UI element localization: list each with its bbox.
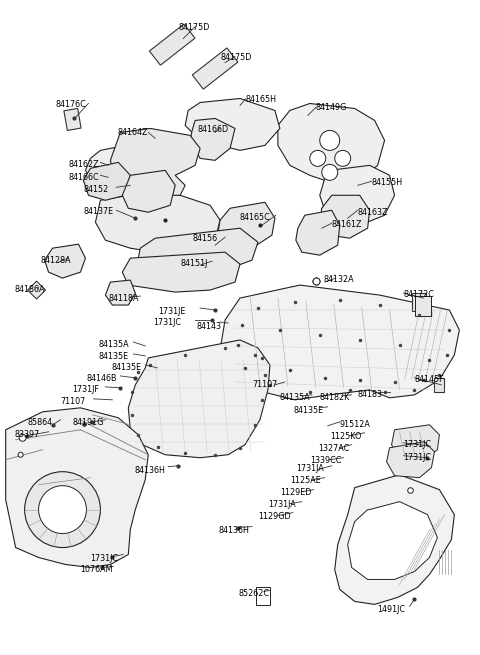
Text: 1731JC: 1731JC xyxy=(90,553,119,563)
Text: 1731JC: 1731JC xyxy=(404,453,432,462)
Polygon shape xyxy=(190,119,235,160)
Text: 1129ED: 1129ED xyxy=(280,488,311,496)
Text: 83397: 83397 xyxy=(15,430,40,439)
Polygon shape xyxy=(220,285,459,400)
Text: 84152: 84152 xyxy=(84,185,108,195)
Text: 84155H: 84155H xyxy=(372,178,403,187)
Polygon shape xyxy=(138,228,258,270)
Polygon shape xyxy=(106,280,135,305)
Text: 84135E: 84135E xyxy=(98,352,129,361)
Polygon shape xyxy=(45,244,85,278)
Text: 84191G: 84191G xyxy=(72,418,104,427)
Text: 85864: 85864 xyxy=(28,418,53,427)
Text: 84146B: 84146B xyxy=(86,374,117,383)
Text: 84161Z: 84161Z xyxy=(332,220,362,229)
Polygon shape xyxy=(122,252,240,292)
Text: 1125KO: 1125KO xyxy=(330,432,361,441)
Text: 84165H: 84165H xyxy=(246,96,277,105)
Polygon shape xyxy=(412,293,426,311)
Text: 84132A: 84132A xyxy=(324,275,354,284)
Text: 84166D: 84166D xyxy=(197,125,228,134)
Text: 1731JA: 1731JA xyxy=(268,500,296,509)
Circle shape xyxy=(310,151,326,166)
Text: 84172C: 84172C xyxy=(404,290,434,299)
Polygon shape xyxy=(320,195,370,238)
Circle shape xyxy=(18,452,23,457)
Text: 84176C: 84176C xyxy=(56,100,86,109)
Text: 84183: 84183 xyxy=(358,390,383,399)
Text: 1731JC: 1731JC xyxy=(153,318,181,327)
Polygon shape xyxy=(278,103,384,185)
Polygon shape xyxy=(296,210,340,255)
Text: 1731JC: 1731JC xyxy=(404,440,432,449)
Text: 1731JA: 1731JA xyxy=(296,464,324,473)
Text: 84162Z: 84162Z xyxy=(69,160,99,170)
Polygon shape xyxy=(110,128,200,195)
Text: 1731JE: 1731JE xyxy=(158,307,186,316)
Polygon shape xyxy=(434,378,444,392)
Text: 71107: 71107 xyxy=(252,380,277,389)
Text: 1339CC: 1339CC xyxy=(310,456,341,465)
Polygon shape xyxy=(386,441,434,477)
Text: 1731JF: 1731JF xyxy=(72,385,99,394)
Text: 1327AC: 1327AC xyxy=(318,443,349,453)
Polygon shape xyxy=(122,170,175,212)
Text: 84182K: 84182K xyxy=(320,393,350,402)
Circle shape xyxy=(322,164,338,180)
Circle shape xyxy=(24,472,100,548)
Circle shape xyxy=(19,434,26,441)
Polygon shape xyxy=(84,162,130,200)
Bar xyxy=(256,588,270,605)
Text: 84151J: 84151J xyxy=(180,259,207,268)
Polygon shape xyxy=(192,48,238,89)
Text: 84137E: 84137E xyxy=(84,207,114,216)
Polygon shape xyxy=(335,475,455,605)
Text: 1076AM: 1076AM xyxy=(81,565,113,574)
Polygon shape xyxy=(392,425,439,460)
Text: 84135E: 84135E xyxy=(294,406,324,415)
Text: 84118A: 84118A xyxy=(108,294,139,303)
Text: 84135A: 84135A xyxy=(98,340,129,349)
Polygon shape xyxy=(128,340,270,458)
Text: 84149G: 84149G xyxy=(316,103,347,113)
Text: 85262C: 85262C xyxy=(238,590,269,599)
Bar xyxy=(416,296,432,316)
Polygon shape xyxy=(320,165,395,225)
Text: 84143: 84143 xyxy=(196,322,221,331)
Text: 84135E: 84135E xyxy=(111,363,142,372)
Text: 84163Z: 84163Z xyxy=(358,208,388,217)
Polygon shape xyxy=(85,145,170,195)
Text: 84136H: 84136H xyxy=(134,466,165,475)
Text: 84135A: 84135A xyxy=(280,393,311,402)
Text: 84175D: 84175D xyxy=(178,23,210,31)
Polygon shape xyxy=(64,108,81,130)
Polygon shape xyxy=(96,193,220,258)
Polygon shape xyxy=(28,281,46,299)
Text: 84136H: 84136H xyxy=(218,525,249,534)
Text: 91512A: 91512A xyxy=(340,420,371,429)
Circle shape xyxy=(335,151,351,166)
Text: 71107: 71107 xyxy=(60,397,86,406)
Text: 84165C: 84165C xyxy=(240,214,271,222)
Text: 84186A: 84186A xyxy=(15,285,45,294)
Polygon shape xyxy=(185,98,280,151)
Polygon shape xyxy=(348,502,437,580)
Text: 84156: 84156 xyxy=(192,234,217,243)
Text: 1129GD: 1129GD xyxy=(258,512,290,521)
Text: 84128A: 84128A xyxy=(41,256,71,265)
Text: 84164Z: 84164Z xyxy=(117,128,148,138)
Text: 84166C: 84166C xyxy=(69,174,99,182)
Circle shape xyxy=(38,485,86,534)
Polygon shape xyxy=(149,24,195,66)
Text: 84145F: 84145F xyxy=(415,375,444,384)
Text: 84175D: 84175D xyxy=(220,52,252,62)
Circle shape xyxy=(320,130,340,151)
Text: 1491JC: 1491JC xyxy=(378,605,406,614)
Text: 1125AE: 1125AE xyxy=(290,476,321,485)
Polygon shape xyxy=(6,408,148,567)
Polygon shape xyxy=(218,202,275,248)
